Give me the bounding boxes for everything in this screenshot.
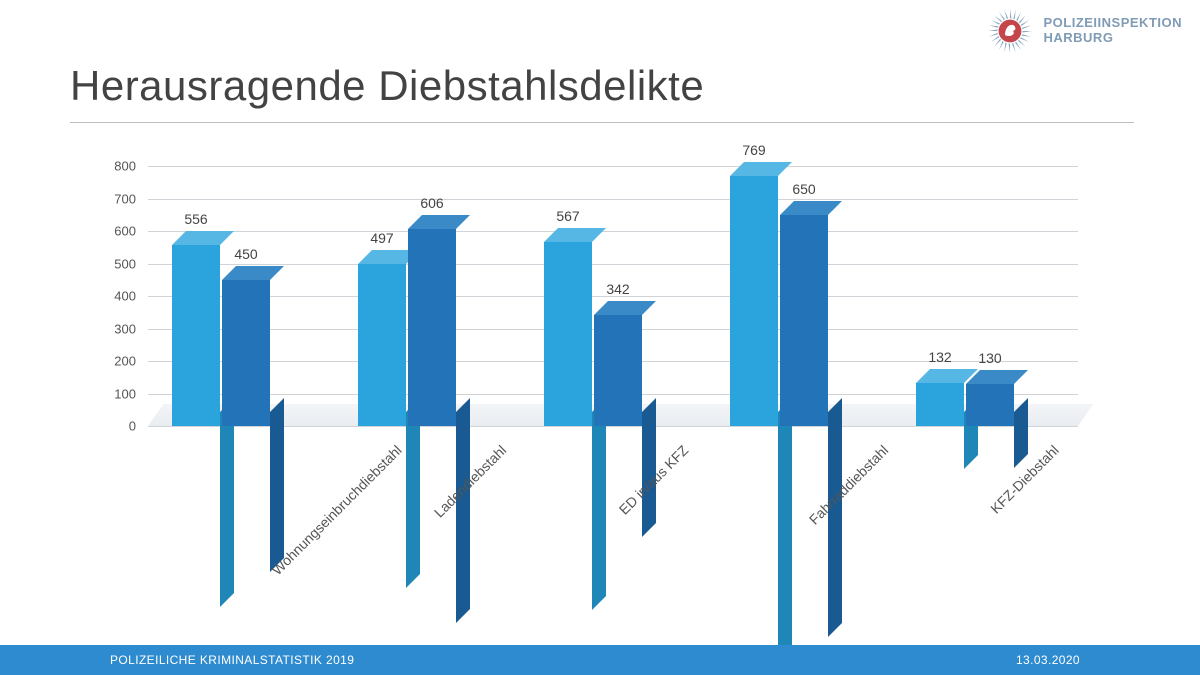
value-label: 556 [172, 211, 220, 245]
value-label: 606 [408, 195, 456, 229]
y-axis-label: 300 [96, 321, 136, 336]
gridline [148, 199, 1078, 200]
value-label: 130 [966, 350, 1014, 384]
value-label: 342 [594, 281, 642, 315]
slide: POLIZEIINSPEKTION HARBURG Herausragende … [0, 0, 1200, 675]
y-axis-label: 400 [96, 289, 136, 304]
value-label: 650 [780, 181, 828, 215]
y-axis-label: 600 [96, 224, 136, 239]
value-label: 497 [358, 230, 406, 264]
y-axis-label: 700 [96, 191, 136, 206]
y-axis-label: 800 [96, 159, 136, 174]
category-label: Ladendiebstahl [431, 442, 509, 520]
logo-text: POLIZEIINSPEKTION HARBURG [1043, 16, 1182, 46]
gridline [148, 264, 1078, 265]
title-underline [70, 122, 1134, 123]
logo-line1: POLIZEIINSPEKTION [1043, 16, 1182, 31]
gridline [148, 426, 1078, 427]
y-axis-label: 200 [96, 354, 136, 369]
category-label: Wohnungseinbruchdiebstahl [269, 442, 405, 578]
value-label: 450 [222, 246, 270, 280]
category-label: Fahrraddiebstahl [806, 442, 892, 528]
footer-bar: POLIZEILICHE KRIMINALSTATISTIK 2019 13.0… [0, 645, 1200, 675]
slide-title: Herausragende Diebstahlsdelikte [70, 62, 704, 110]
gridline [148, 166, 1078, 167]
footer-right: 13.03.2020 [1016, 653, 1080, 667]
plot-area: 0100200300400500600700800556450Wohnungse… [148, 166, 1078, 426]
y-axis-label: 0 [96, 419, 136, 434]
gridline [148, 231, 1078, 232]
y-axis-label: 500 [96, 256, 136, 271]
police-badge-icon [987, 8, 1033, 54]
value-label: 769 [730, 142, 778, 176]
value-label: 567 [544, 208, 592, 242]
footer-left: POLIZEILICHE KRIMINALSTATISTIK 2019 [110, 653, 354, 667]
theft-chart: 0100200300400500600700800556450Wohnungse… [100, 150, 1100, 550]
value-label: 132 [916, 349, 964, 383]
y-axis-label: 100 [96, 386, 136, 401]
logo-line2: HARBURG [1043, 31, 1182, 46]
header-logo-block: POLIZEIINSPEKTION HARBURG [987, 8, 1182, 54]
